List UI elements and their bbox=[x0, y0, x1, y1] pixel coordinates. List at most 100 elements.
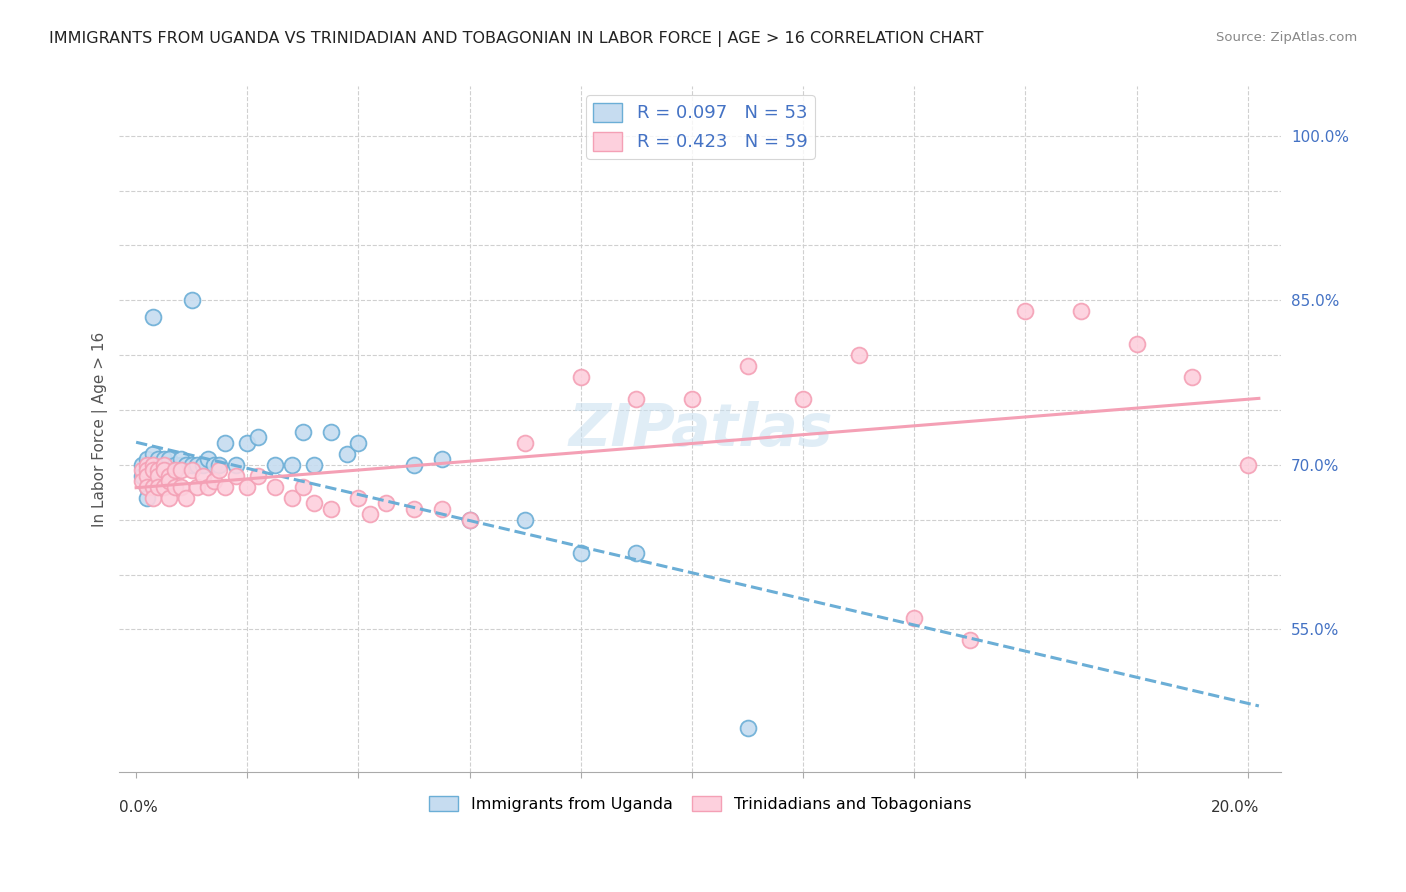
Point bbox=[402, 501, 425, 516]
Point bbox=[153, 458, 176, 472]
Point bbox=[792, 392, 814, 406]
Point bbox=[347, 436, 370, 450]
Point bbox=[197, 452, 219, 467]
Point bbox=[148, 468, 170, 483]
Point bbox=[136, 458, 159, 472]
Point bbox=[375, 496, 398, 510]
Point bbox=[136, 480, 159, 494]
Point bbox=[169, 480, 191, 494]
Point bbox=[142, 458, 165, 472]
Point bbox=[136, 480, 159, 494]
Point bbox=[148, 463, 170, 477]
Point bbox=[236, 436, 259, 450]
Point bbox=[159, 452, 181, 467]
Point bbox=[136, 463, 159, 477]
Point bbox=[402, 458, 425, 472]
Point bbox=[1014, 304, 1036, 318]
Point bbox=[142, 458, 165, 472]
Point bbox=[903, 611, 925, 625]
Point bbox=[280, 458, 302, 472]
Point bbox=[148, 452, 170, 467]
Point bbox=[148, 458, 170, 472]
Text: IMMIGRANTS FROM UGANDA VS TRINIDADIAN AND TOBAGONIAN IN LABOR FORCE | AGE > 16 C: IMMIGRANTS FROM UGANDA VS TRINIDADIAN AN… bbox=[49, 31, 984, 47]
Point bbox=[159, 468, 181, 483]
Point bbox=[159, 458, 181, 472]
Point bbox=[247, 468, 270, 483]
Point bbox=[1125, 337, 1147, 351]
Point bbox=[202, 475, 225, 489]
Point bbox=[208, 463, 231, 477]
Point bbox=[180, 463, 202, 477]
Point bbox=[153, 463, 176, 477]
Point bbox=[1236, 458, 1258, 472]
Point bbox=[180, 293, 202, 308]
Point bbox=[515, 436, 537, 450]
Point bbox=[163, 463, 186, 477]
Point bbox=[174, 458, 197, 472]
Point bbox=[319, 425, 342, 439]
Point bbox=[291, 425, 314, 439]
Point bbox=[180, 458, 202, 472]
Point bbox=[153, 458, 176, 472]
Point bbox=[131, 458, 153, 472]
Point bbox=[186, 458, 208, 472]
Point bbox=[302, 496, 325, 510]
Point bbox=[430, 501, 453, 516]
Text: 0.0%: 0.0% bbox=[120, 799, 159, 814]
Point bbox=[163, 458, 186, 472]
Point bbox=[136, 491, 159, 505]
Legend: R = 0.097   N = 53, R = 0.423   N = 59: R = 0.097 N = 53, R = 0.423 N = 59 bbox=[586, 95, 814, 159]
Point bbox=[302, 458, 325, 472]
Point bbox=[163, 463, 186, 477]
Point bbox=[191, 458, 214, 472]
Point bbox=[208, 458, 231, 472]
Point bbox=[159, 475, 181, 489]
Point bbox=[159, 491, 181, 505]
Point bbox=[264, 480, 287, 494]
Y-axis label: In Labor Force | Age > 16: In Labor Force | Age > 16 bbox=[93, 332, 108, 527]
Point bbox=[569, 370, 592, 384]
Point bbox=[142, 310, 165, 324]
Point bbox=[159, 463, 181, 477]
Point bbox=[148, 463, 170, 477]
Text: Source: ZipAtlas.com: Source: ZipAtlas.com bbox=[1216, 31, 1357, 45]
Point bbox=[458, 513, 481, 527]
Point bbox=[148, 458, 170, 472]
Text: 20.0%: 20.0% bbox=[1211, 799, 1258, 814]
Point bbox=[214, 480, 236, 494]
Point bbox=[1070, 304, 1092, 318]
Point bbox=[359, 508, 381, 522]
Point bbox=[319, 501, 342, 516]
Point bbox=[264, 458, 287, 472]
Point bbox=[681, 392, 703, 406]
Point bbox=[626, 546, 648, 560]
Point bbox=[236, 480, 259, 494]
Point bbox=[148, 480, 170, 494]
Point bbox=[737, 721, 759, 735]
Point bbox=[848, 348, 870, 362]
Point bbox=[247, 430, 270, 444]
Point bbox=[458, 513, 481, 527]
Point bbox=[131, 475, 153, 489]
Point bbox=[515, 513, 537, 527]
Point bbox=[347, 491, 370, 505]
Point bbox=[225, 458, 247, 472]
Point bbox=[202, 458, 225, 472]
Point bbox=[174, 491, 197, 505]
Point bbox=[186, 480, 208, 494]
Point bbox=[142, 463, 165, 477]
Point bbox=[569, 546, 592, 560]
Point bbox=[153, 480, 176, 494]
Point bbox=[153, 463, 176, 477]
Point bbox=[136, 452, 159, 467]
Point bbox=[153, 452, 176, 467]
Point bbox=[626, 392, 648, 406]
Point bbox=[191, 468, 214, 483]
Point bbox=[131, 468, 153, 483]
Point bbox=[136, 458, 159, 472]
Point bbox=[169, 458, 191, 472]
Point bbox=[214, 436, 236, 450]
Point bbox=[163, 480, 186, 494]
Text: ZIPatlas: ZIPatlas bbox=[568, 401, 832, 458]
Point bbox=[430, 452, 453, 467]
